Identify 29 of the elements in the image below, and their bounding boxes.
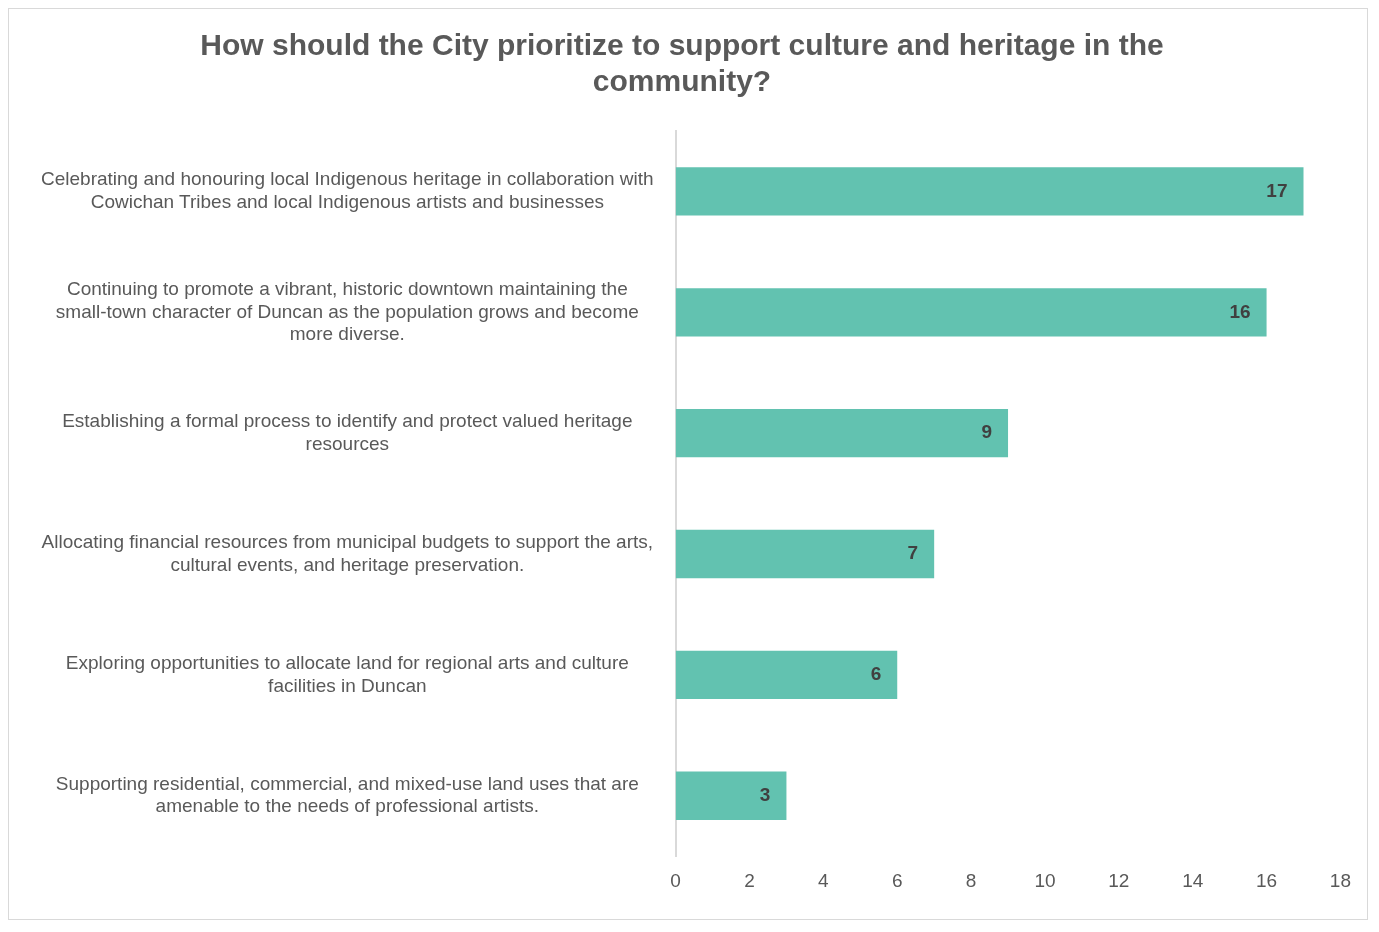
data-label: 3: [759, 784, 771, 805]
data-label: 9: [981, 421, 993, 443]
y-tick-label: Establishing a formal process to identify and protect valued heritage resources: [62, 410, 633, 454]
x-tick-label: 14: [1182, 869, 1204, 891]
bar: [675, 650, 898, 700]
y-tick-label: Allocating financial resources from municipal budgets to support the arts, cultural events, and heritage preservation.: [41, 530, 654, 575]
x-tick-label: 6: [891, 869, 903, 891]
x-tick-label: 12: [1108, 869, 1130, 891]
chart-title: How should the City prioritize to support culture and heritage in the community?: [200, 28, 1164, 98]
x-tick-label: 16: [1256, 869, 1278, 891]
x-tick-label: 4: [818, 869, 830, 891]
data-label: 7: [907, 542, 919, 564]
y-tick-label: Continuing to promote a vibrant, historic downtown maintaining the small-town character of Duncan as the population grows and become more diverse.: [55, 277, 639, 345]
x-tick-label: 18: [1329, 869, 1351, 891]
data-label: 16: [1229, 300, 1251, 322]
bar: [675, 771, 787, 820]
x-tick-label: 10: [1034, 869, 1056, 891]
y-tick-label: Exploring opportunities to allocate land for regional arts and culture facilities in Duncan: [65, 651, 629, 696]
data-label: 6: [870, 663, 882, 685]
bar: [675, 167, 1304, 216]
bar: [675, 288, 1267, 337]
bar: [675, 529, 935, 579]
y-tick-label: Supporting residential, commercial, and mixed-use land uses that are amenable to the needs of professional artists.: [55, 772, 639, 817]
data-label: 17: [1266, 179, 1288, 201]
x-tick-label: 0: [670, 869, 681, 891]
y-tick-label: Celebrating and honouring local Indigenous heritage in collaboration with Cowichan Tribes and local Indigenous artists and businesses: [41, 168, 654, 213]
x-tick-label: 8: [965, 869, 977, 891]
x-tick-label: 2: [744, 869, 755, 891]
bar: [675, 408, 1009, 458]
